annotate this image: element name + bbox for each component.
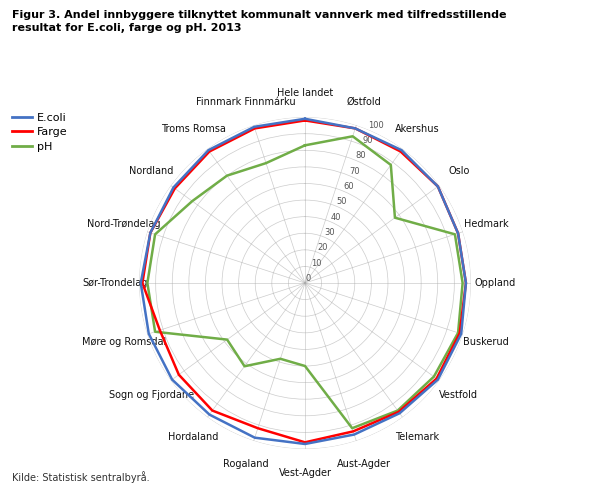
Text: Kilde: Statistisk sentralbyrå.: Kilde: Statistisk sentralbyrå. (12, 471, 150, 483)
Text: Figur 3. Andel innbyggere tilknyttet kommunalt vannverk med tilfredsstillende
re: Figur 3. Andel innbyggere tilknyttet kom… (12, 10, 507, 33)
Legend: E.coli, Farge, pH: E.coli, Farge, pH (12, 113, 68, 152)
